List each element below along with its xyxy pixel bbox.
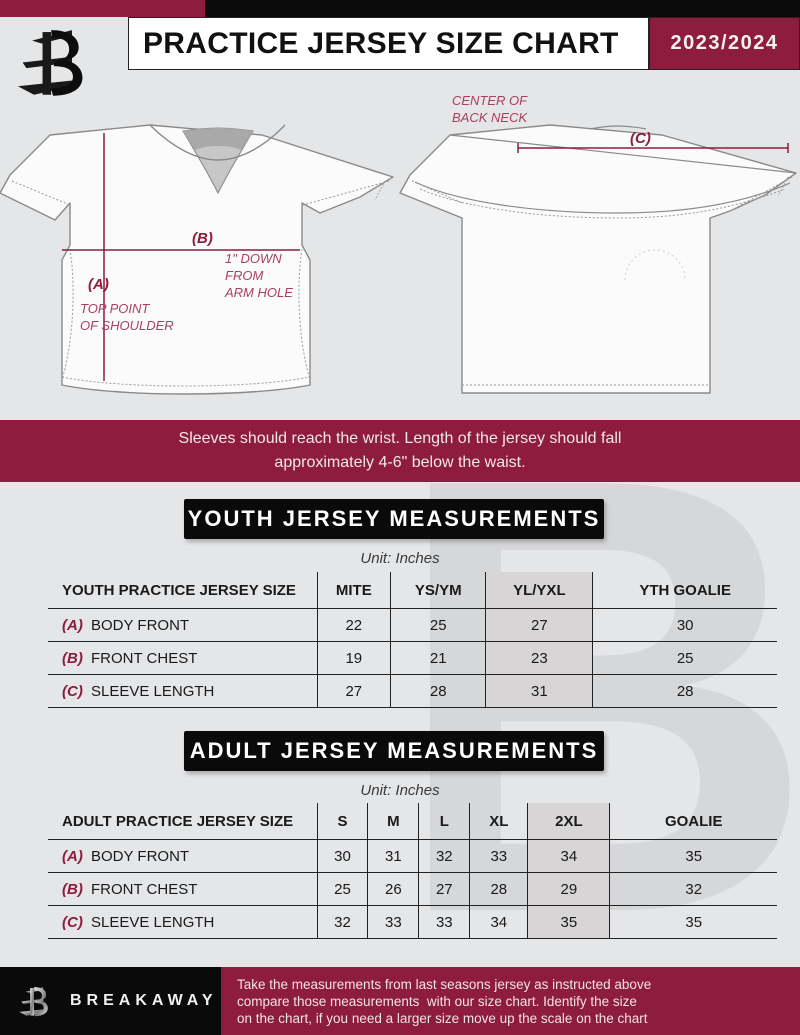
svg-text:ARM HOLE: ARM HOLE	[224, 285, 293, 300]
svg-text:(C): (C)	[630, 130, 651, 147]
svg-text:OF SHOULDER: OF SHOULDER	[80, 318, 174, 333]
svg-text:(A): (A)	[88, 276, 109, 293]
svg-text:(B): (B)	[192, 230, 213, 247]
svg-text:1" DOWN: 1" DOWN	[225, 251, 282, 266]
svg-text:BACK NECK: BACK NECK	[452, 110, 528, 125]
svg-text:FROM: FROM	[225, 268, 263, 283]
svg-text:TOP POINT: TOP POINT	[80, 301, 150, 316]
svg-text:CENTER OF: CENTER OF	[452, 93, 528, 108]
